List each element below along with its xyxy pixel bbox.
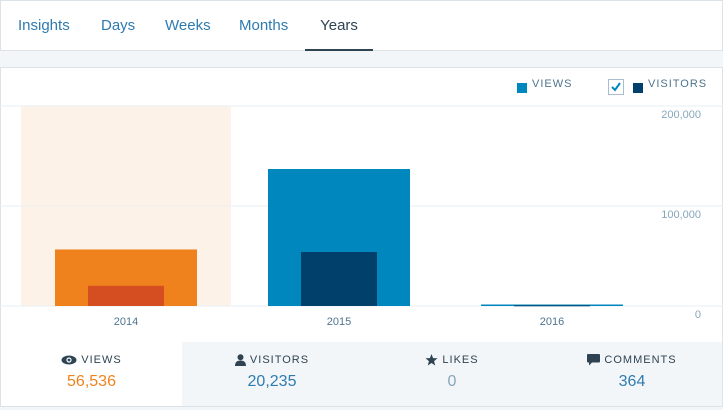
checkmark-icon [611,82,621,92]
stat-views-label: VIEWS [81,354,122,366]
comment-icon [587,354,601,366]
y-tick-label: 200,000 [661,109,701,121]
stat-visitors-label: VISITORS [249,354,310,366]
visitors-bar [301,252,377,306]
stat-likes[interactable]: LIKES 0 [362,342,542,406]
visitors-toggle-checkbox[interactable] [608,79,624,95]
stat-views-value: 56,536 [67,373,116,390]
stat-comments-value: 364 [618,373,646,390]
period-tabs: Insights Days Weeks Months Years [0,0,723,51]
x-tick-label: 2015 [327,316,351,328]
tab-insights[interactable]: Insights [18,17,70,34]
tab-years[interactable]: Years [305,1,373,51]
visitors-bar [88,285,164,306]
views-bar [481,304,623,306]
stat-likes-label: LIKES [442,354,479,366]
views-legend-label: VIEWS [532,78,573,90]
stat-comments[interactable]: COMMENTS 364 [542,342,722,406]
tab-days[interactable]: Days [101,17,136,34]
views-bar-chart: 200,000 100,000 0 2014 2015 2016 [0,105,723,328]
y-tick-label: 0 [695,309,701,321]
tab-months[interactable]: Months [239,17,289,34]
x-tick-label: 2014 [114,316,138,328]
stat-likes-value: 0 [447,373,457,390]
visitors-legend-label: VISITORS [648,78,708,90]
stat-comments-label: COMMENTS [604,354,677,366]
stats-summary: VIEWS 56,536 VISITORS 20,235 LIKES 0 COM… [0,342,723,408]
visitors-legend-swatch [633,83,643,93]
y-tick-label: 100,000 [661,209,701,221]
visitors-bar [514,305,590,307]
stat-visitors[interactable]: VISITORS 20,235 [182,342,362,406]
stat-visitors-value: 20,235 [247,373,297,390]
tab-weeks[interactable]: Weeks [165,17,211,34]
person-icon [234,354,246,367]
eye-icon [61,355,77,365]
stat-views[interactable]: VIEWS 56,536 [1,342,182,406]
star-icon [425,354,438,366]
views-legend-swatch [517,83,527,93]
x-tick-label: 2016 [540,316,564,328]
